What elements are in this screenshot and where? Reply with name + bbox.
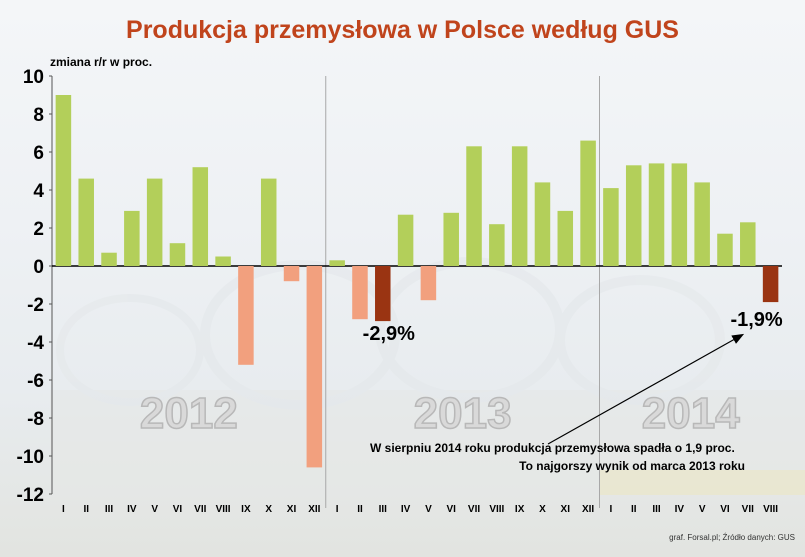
x-tick-label: II [631, 504, 637, 515]
callout-arrow [547, 333, 745, 445]
y-tick-label: -2 [27, 295, 44, 316]
bar [101, 252, 117, 266]
callout-2013-march: -2,9% [363, 323, 415, 345]
x-tick-label: III [652, 504, 661, 515]
year-label: 2014 [642, 389, 740, 438]
bar [55, 95, 72, 266]
bar [283, 266, 300, 282]
x-tick-label: X [265, 504, 272, 515]
bar [78, 178, 94, 266]
bar [146, 178, 163, 266]
x-tick-label: VI [446, 504, 456, 515]
x-tick-label: VIII [489, 504, 504, 515]
bar [420, 266, 437, 301]
x-tick-label: XII [308, 504, 320, 515]
x-tick-label: I [62, 504, 65, 515]
y-tick-label: 0 [33, 257, 44, 278]
y-tick-label: 10 [23, 67, 44, 88]
bar [443, 212, 459, 266]
x-tick-label: VIII [216, 504, 231, 515]
y-tick-label: 6 [33, 143, 44, 164]
x-tick-label: III [105, 504, 114, 515]
x-tick-label: VI [173, 504, 183, 515]
note-line-2: To najgorszy wynik od marca 2013 roku [519, 459, 745, 473]
x-tick-label: XII [582, 504, 594, 515]
bar [648, 163, 665, 266]
bar [192, 167, 209, 266]
x-tick-label: XI [561, 504, 571, 515]
x-tick-label: IV [675, 504, 685, 515]
year-label: 2012 [140, 389, 238, 438]
bar [169, 243, 186, 266]
x-tick-label: I [336, 504, 339, 515]
year-watermarks: 2012 2013 2014 [139, 388, 741, 439]
x-tick-label: V [699, 504, 706, 515]
bar [238, 266, 254, 365]
x-tick-label: II [83, 504, 89, 515]
x-tick-label: XI [287, 504, 297, 515]
x-tick-label: I [610, 504, 613, 515]
bar [375, 266, 391, 322]
x-tick-label: V [151, 504, 158, 515]
year-label: 2013 [414, 389, 512, 438]
y-tick-label: -6 [27, 371, 44, 392]
y-tick-label: 2 [33, 219, 44, 240]
source-credit: graf. Forsal.pl; Źródło danych: GUS [669, 533, 795, 542]
x-tick-label: IX [515, 504, 525, 515]
bar [124, 210, 140, 266]
bar [603, 188, 619, 266]
bar [397, 214, 414, 266]
y-tick-label: -10 [17, 447, 44, 468]
x-tick-label: II [357, 504, 363, 515]
x-tick-label: VII [468, 504, 480, 515]
x-tick-label: VI [720, 504, 730, 515]
x-tick-label: III [379, 504, 388, 515]
x-tick-label: VII [194, 504, 206, 515]
x-tick-label: IX [241, 504, 251, 515]
y-tick-label: -4 [27, 333, 44, 354]
y-tick-label: -12 [17, 485, 44, 506]
bar-series [55, 95, 779, 468]
bar [740, 222, 756, 266]
y-axis-title: zmiana r/r w proc. [50, 55, 152, 69]
bar [762, 266, 779, 303]
callout-2014-august: -1,9% [730, 309, 782, 331]
year-dividers [325, 76, 600, 508]
chart-title: Produkcja przemysłowa w Polsce według GU… [126, 16, 679, 44]
bar [671, 163, 688, 266]
bar [352, 266, 368, 320]
bar [694, 182, 710, 266]
bar [717, 233, 733, 266]
bar [534, 182, 551, 266]
x-tick-label: VIII [763, 504, 778, 515]
bar [557, 210, 574, 266]
annotations: -2,9% -1,9% W sierpniu 2014 roku produkcja… [363, 309, 783, 473]
bar [260, 178, 277, 266]
x-tick-label: V [425, 504, 432, 515]
bar [215, 256, 231, 266]
bar [466, 146, 482, 266]
bar [511, 146, 528, 266]
x-axis-labels: I II III IV V VI VII VIII IX X XI XII I II III IV V VI VII… [62, 504, 778, 515]
x-tick-label: IV [401, 504, 411, 515]
y-tick-label: -8 [27, 409, 44, 430]
y-tick-label: 8 [33, 105, 44, 126]
y-tick-label: 4 [33, 181, 44, 202]
x-tick-label: VII [742, 504, 754, 515]
bar [625, 165, 642, 266]
bar [329, 260, 345, 266]
note-line-1: W sierpniu 2014 roku produkcja przemysło… [370, 441, 735, 455]
bar [489, 224, 505, 266]
y-axis: 10 8 6 4 2 0 -2 -4 -6 -8 -10 -12 [17, 67, 782, 506]
bar [580, 140, 596, 266]
x-tick-label: X [539, 504, 546, 515]
bar [306, 266, 323, 468]
x-tick-label: IV [127, 504, 137, 515]
